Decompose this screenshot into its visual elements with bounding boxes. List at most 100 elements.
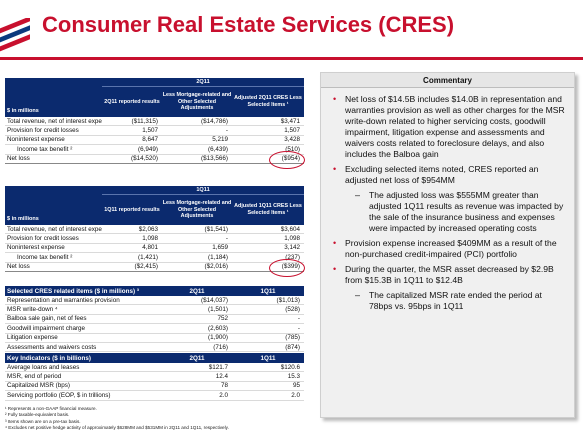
row-label: Income tax benefit ² — [17, 145, 73, 153]
column-header: Less Mortgage-related and Other Selected… — [162, 199, 232, 220]
row-label: MSR, end of period — [7, 373, 62, 381]
row-label: MSR write-down ⁴ — [7, 306, 58, 314]
cell-value: (237) — [285, 253, 300, 261]
commentary-panel: Commentary Net loss of $14.5B includes $… — [320, 72, 575, 418]
table-row: Total revenue, net of interest expense ²… — [5, 117, 304, 127]
table-row: Servicing portfolio (EOP, $ in trillions… — [5, 391, 304, 401]
cell-value: 95 — [292, 382, 300, 390]
cell-value: ($954) — [232, 151, 305, 170]
column-header: 1Q11 reported results — [104, 206, 160, 213]
cell-value: 5,219 — [212, 136, 228, 144]
column-header: Less Mortgage-related and Other Selected… — [162, 91, 232, 112]
row-label: Noninterest expense — [7, 244, 65, 252]
table-header-row: Selected CRES related items ($ in millio… — [5, 286, 304, 296]
cell-value: (1,421) — [138, 253, 158, 261]
table-row: Income tax benefit ² (1,421) (1,184) (237) — [5, 253, 304, 263]
table-row: Capitalized MSR (bps) 78 95 — [5, 382, 304, 392]
units-label: $ in millions — [7, 108, 39, 114]
row-label: Net loss — [7, 155, 30, 163]
cell-value: 12.4 — [215, 373, 228, 381]
cell-value: (716) — [213, 343, 228, 351]
bank-logo-icon — [0, 18, 30, 58]
cell-value: ($1,541) — [204, 225, 228, 233]
commentary-title: Commentary — [321, 73, 574, 88]
cell-value: ($399) — [232, 259, 305, 278]
cell-value: (1,501) — [208, 306, 228, 314]
column-header: 1Q11 — [260, 287, 276, 295]
cell-value: (785) — [285, 334, 300, 342]
title-divider — [0, 57, 583, 60]
column-header: 2Q11 — [189, 354, 205, 362]
footnote: ³ Items shown are on a pre-tax basis. — [5, 418, 81, 424]
row-label: Income tax benefit ² — [17, 253, 73, 261]
row-label: Total revenue, net of interest expense ² — [7, 225, 102, 233]
table-row: MSR write-down ⁴ (1,501) (528) — [5, 305, 304, 315]
row-label: Balboa sale gain, net of fees — [7, 315, 87, 323]
cell-value: $2,063 — [138, 225, 158, 233]
cell-value: 3,142 — [284, 244, 300, 252]
cell-value: 4,801 — [142, 244, 158, 252]
table-row: Litigation expense (1,900) (785) — [5, 334, 304, 343]
row-label: Litigation expense — [7, 334, 58, 342]
cell-value: $120.6 — [280, 363, 300, 371]
table-2q11-reconciliation: 2Q11 $ in millions 2Q11 reported results… — [5, 78, 305, 170]
cell-value: ($14,520) — [131, 155, 158, 163]
table-selected-items: Selected CRES related items ($ in millio… — [5, 286, 304, 353]
row-label: Average loans and leases — [7, 363, 80, 371]
cell-value: (510) — [285, 145, 300, 153]
commentary-bullet: During the quarter, the MSR asset decrea… — [333, 264, 566, 286]
table-row: Net loss ($14,520) ($13,566) ($954) — [5, 151, 305, 170]
row-label: Assessments and waivers costs — [7, 343, 97, 351]
footnotes: ¹ Represents a non-GAAP financial measur… — [5, 406, 229, 432]
cell-value: 1,507 — [284, 127, 300, 135]
table-row: Income tax benefit ² (6,949) (6,439) (510) — [5, 145, 304, 155]
cell-value: - — [225, 235, 228, 243]
table-header-row: $ in millions 2Q11 reported results Less… — [5, 87, 304, 117]
column-header: Adjusted 2Q11 CRES Less Selected Items ¹ — [234, 95, 302, 108]
commentary-bullet: Net loss of $14.5B includes $14.0B in re… — [333, 94, 566, 160]
table-row: Assessments and waivers costs (716) (874) — [5, 343, 304, 353]
table-row: Representation and warranties provision (… — [5, 296, 304, 306]
commentary-bullet: Excluding selected items noted, CRES rep… — [333, 164, 566, 186]
table-row: Average loans and leases $121.7 $120.6 — [5, 363, 304, 373]
row-label: Goodwill impairment charge — [7, 324, 86, 332]
table-row: MSR, end of period 12.4 15.3 — [5, 372, 304, 382]
cell-value: - — [297, 324, 300, 332]
cell-value: ($13,566) — [201, 155, 228, 163]
row-label: Total revenue, net of interest expense ² — [7, 117, 102, 125]
column-header: 2Q11 — [189, 287, 205, 295]
row-label: Capitalized MSR (bps) — [7, 382, 70, 390]
cell-value: (874) — [285, 343, 300, 351]
period-label: 2Q11 — [102, 78, 304, 87]
units-label: $ in millions — [7, 216, 39, 222]
cell-value: $121.7 — [208, 363, 228, 371]
cell-value: ($14,037) — [201, 296, 228, 304]
cell-value: (6,439) — [208, 145, 228, 153]
row-label: Representation and warranties provision — [7, 296, 120, 304]
period-label: 1Q11 — [102, 186, 304, 195]
cell-value: $3,604 — [280, 225, 300, 233]
cell-value: 2.0 — [291, 391, 300, 399]
footnote: ² Fully taxable-equivalent basis. — [5, 412, 70, 418]
row-label: Noninterest expense — [7, 136, 65, 144]
cell-value: (1,184) — [208, 253, 228, 261]
table-row: Goodwill impairment charge (2,603) - — [5, 324, 304, 334]
cell-value: 1,507 — [142, 127, 158, 135]
table-row: Noninterest expense 4,801 1,659 3,142 — [5, 244, 304, 254]
table-row: Provision for credit losses 1,098 - 1,098 — [5, 234, 304, 244]
table-row: Balboa sale gain, net of fees 752 - — [5, 315, 304, 325]
table-header-row: Key Indicators ($ in billions) 2Q11 1Q11 — [5, 353, 304, 363]
cell-value: 1,659 — [212, 244, 228, 252]
table-row: Noninterest expense 8,647 5,219 3,428 — [5, 136, 304, 146]
cell-value: 8,647 — [142, 136, 158, 144]
cell-value: 2.0 — [219, 391, 228, 399]
row-label: Provision for credit losses — [7, 235, 79, 243]
cell-value: $3,471 — [280, 117, 300, 125]
cell-value: 78 — [220, 382, 228, 390]
table-key-indicators: Key Indicators ($ in billions) 2Q11 1Q11… — [5, 353, 304, 401]
table-row: Net loss ($2,415) ($2,016) ($399) — [5, 259, 305, 278]
cell-value: (2,603) — [208, 324, 228, 332]
commentary-bullet: The capitalized MSR rate ended the perio… — [355, 290, 566, 312]
table-header-row: $ in millions 1Q11 reported results Less… — [5, 195, 304, 225]
commentary-list: Net loss of $14.5B includes $14.0B in re… — [321, 88, 574, 312]
